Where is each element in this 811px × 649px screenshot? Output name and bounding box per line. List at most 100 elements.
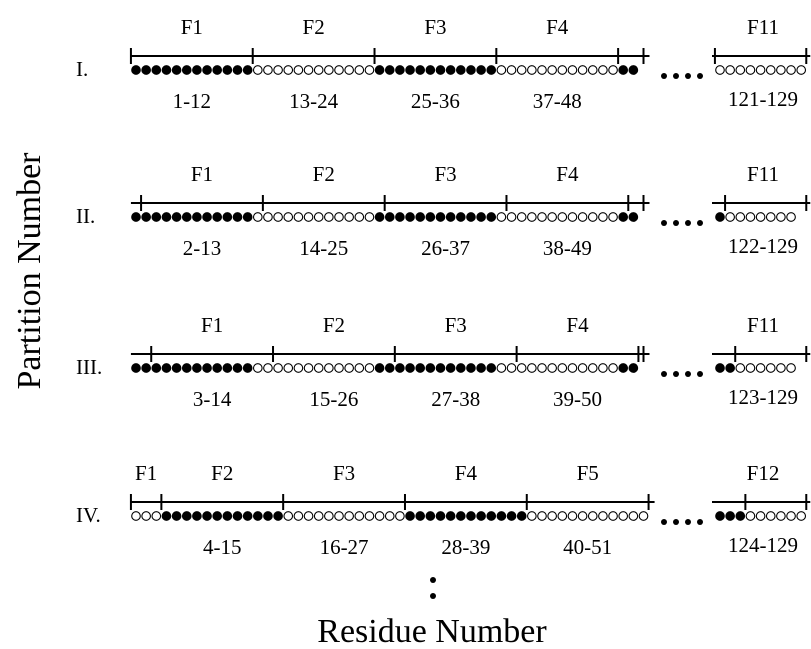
fragment-name: F12 (747, 461, 780, 485)
residue-open (344, 511, 355, 521)
residue-filled (476, 212, 486, 222)
residue-filled (445, 212, 456, 222)
residue-filled (455, 212, 466, 222)
residue-open (577, 363, 588, 373)
residue-filled (466, 363, 476, 373)
residue-filled (131, 65, 141, 75)
partition-row: I. F1 1-12 F2 13-24 F3 25-36 F4 37-48 F11 121-129 (76, 15, 811, 113)
residue-filled (192, 363, 202, 373)
residue-open (537, 511, 547, 521)
residue-filled (486, 511, 497, 521)
residue-filled (486, 212, 497, 222)
residue-filled (232, 212, 243, 222)
fragment-name: F4 (566, 313, 589, 337)
fragment-name: F2 (303, 15, 325, 39)
residue-open (334, 511, 344, 521)
residue-filled (455, 511, 466, 521)
fragment-range: 15-26 (309, 387, 358, 411)
residue-open (628, 511, 639, 521)
residue-filled (486, 65, 497, 75)
residue-open (745, 363, 756, 373)
residue-filled (141, 363, 151, 373)
residue-filled (496, 511, 507, 521)
fragment-name: F2 (211, 461, 233, 485)
residue-open (252, 212, 263, 222)
residue-open (598, 65, 608, 75)
fragment-range: 1-12 (173, 89, 212, 113)
residue-filled (212, 363, 223, 373)
residue-filled (242, 212, 253, 222)
residue-open (598, 212, 608, 222)
residue-open (755, 212, 766, 222)
residue-open (151, 511, 162, 521)
continuation-dots (661, 220, 703, 226)
residue-open (263, 65, 273, 75)
residue-open (334, 363, 344, 373)
row-label: III. (76, 355, 102, 379)
residue-open (786, 363, 796, 373)
fragment-range: 121-129 (728, 87, 798, 111)
residue-open (598, 363, 608, 373)
fragment-name: F4 (546, 15, 569, 39)
residue-open (608, 363, 618, 373)
residue-filled (405, 363, 415, 373)
residue-open (608, 212, 618, 222)
residue-filled (455, 363, 466, 373)
residue-open (786, 511, 796, 521)
residue-open (263, 212, 273, 222)
residue-filled (141, 212, 151, 222)
residue-filled (171, 363, 182, 373)
residue-open (283, 212, 294, 222)
residue-filled (374, 65, 385, 75)
residue-filled (151, 65, 162, 75)
residue-open (263, 363, 273, 373)
fragment-name: F11 (747, 162, 779, 186)
residue-open (547, 212, 558, 222)
residue-open (283, 511, 294, 521)
residue-filled (415, 212, 426, 222)
continuation-dots-vertical (430, 577, 436, 599)
residue-open (725, 212, 736, 222)
residue-filled (395, 363, 405, 373)
residue-open (557, 212, 568, 222)
residue-filled (181, 363, 192, 373)
fragment-name: F5 (577, 461, 599, 485)
residue-filled (425, 363, 436, 373)
residue-open (786, 212, 796, 222)
partition-rows: I.F11-12F213-24F325-36F437-48F11121-129I… (76, 15, 811, 559)
residue-filled (476, 511, 486, 521)
residue-filled (171, 65, 182, 75)
fragment-name: F1 (135, 461, 157, 485)
row-label: IV. (76, 503, 101, 527)
residue-open (776, 511, 786, 521)
residue-open (506, 363, 517, 373)
residue-open (567, 511, 578, 521)
residue-filled (715, 212, 725, 222)
residue-filled (222, 212, 233, 222)
residue-filled (405, 65, 415, 75)
residue-open (567, 65, 578, 75)
residue-filled (212, 212, 223, 222)
residue-filled (715, 511, 725, 521)
residue-filled (486, 363, 497, 373)
residue-filled (242, 65, 253, 75)
residue-open (598, 511, 608, 521)
residue-open (537, 65, 547, 75)
residue-open (745, 511, 756, 521)
residue-open (344, 212, 355, 222)
residue-open (735, 363, 746, 373)
residue-open (755, 363, 766, 373)
residue-filled (455, 65, 466, 75)
residue-filled (202, 212, 212, 222)
residue-filled (618, 212, 629, 222)
residue-filled (202, 65, 212, 75)
residue-filled (384, 212, 395, 222)
residue-filled (435, 212, 446, 222)
fragment-name: F3 (333, 461, 355, 485)
residue-filled (466, 65, 476, 75)
residue-filled (445, 363, 456, 373)
residue-open (526, 363, 537, 373)
residue-open (608, 511, 618, 521)
residue-filled (384, 65, 395, 75)
